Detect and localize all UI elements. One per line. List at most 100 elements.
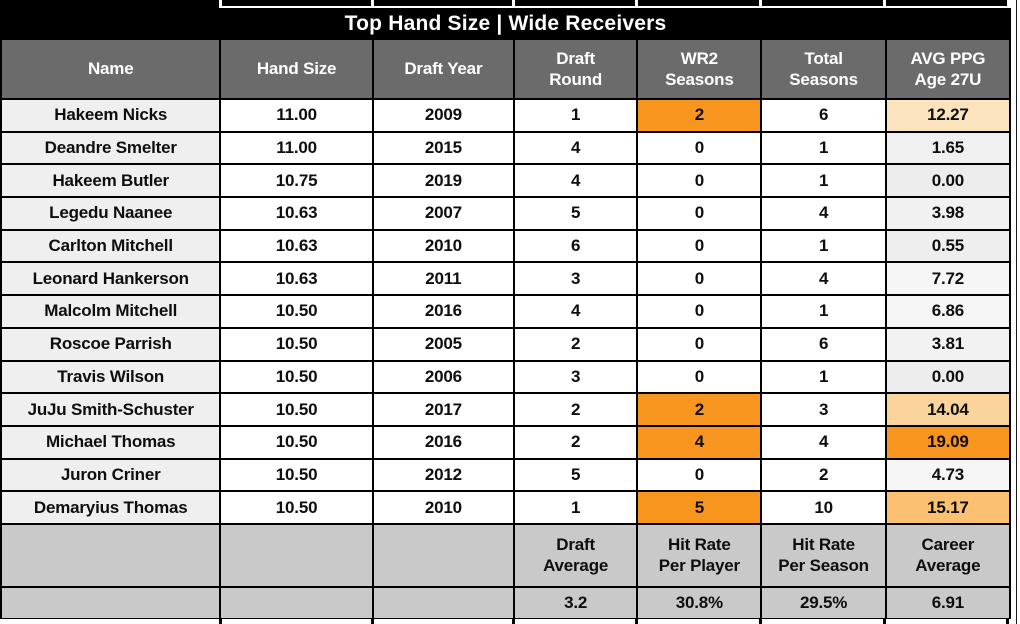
avg-ppg-cell: 0.00: [884, 163, 1012, 199]
column-header-hand-size: Hand Size: [219, 38, 374, 100]
wr2-seasons-cell: 0: [636, 326, 763, 362]
summary-rows: Draft Average Hit Rate Per Player Hit Rate…: [0, 522, 1012, 620]
draft-year-cell: 2007: [371, 196, 515, 231]
total-seasons-cell: 6: [760, 326, 887, 362]
footer-labels-row: Draft Average Hit Rate Per Player Hit Rate…: [0, 522, 1012, 588]
name-cell: Leonard Hankerson: [0, 261, 222, 297]
empty-summary-cell: [219, 585, 374, 620]
name-cell: Legedu Naanee: [0, 196, 222, 231]
hand-size-cell: 10.63: [219, 228, 374, 264]
name-cell: Deandre Smelter: [0, 130, 222, 166]
empty-summary-cell: [219, 522, 374, 588]
total-seasons-cell: 3: [760, 392, 887, 427]
total-seasons-cell: 4: [760, 196, 887, 231]
table-row: Leonard Hankerson 10.63 2011 3 0 4 7.72: [0, 261, 1012, 297]
column-header-avg-ppg: AVG PPG Age 27U: [884, 38, 1012, 100]
draft-round-cell: 3: [512, 261, 639, 297]
summary-value-cell: 6.91: [884, 585, 1012, 620]
player-rows: Hakeem Nicks 11.00 2009 1 2 6 12.27 Deandre Sme…: [0, 98, 1012, 525]
summary-value-cell: 29.5%: [760, 585, 887, 620]
draft-round-cell: 2: [512, 392, 639, 427]
table-row: Hakeem Butler 10.75 2019 4 0 1 0.00: [0, 163, 1012, 199]
wr2-seasons-cell: 0: [636, 196, 763, 231]
name-cell: Demaryius Thomas: [0, 490, 222, 525]
table-row: Deandre Smelter 11.00 2015 4 0 1 1.65: [0, 130, 1012, 166]
wr2-seasons-cell: 5: [636, 490, 763, 525]
hand-size-cell: 10.50: [219, 424, 374, 460]
table-row: Travis Wilson 10.50 2006 3 0 1 0.00: [0, 359, 1012, 395]
draft-year-cell: 2009: [371, 98, 515, 133]
name-cell: Carlton Mitchell: [0, 228, 222, 264]
total-seasons-cell: 1: [760, 294, 887, 329]
draft-round-cell: 6: [512, 228, 639, 264]
table-row: Carlton Mitchell 10.63 2010 6 0 1 0.55: [0, 228, 1012, 264]
draft-year-cell: 2005: [371, 326, 515, 362]
column-header-row: Name Hand Size Draft Year Draft Round WR2 Se…: [0, 38, 1012, 100]
avg-ppg-cell: 12.27: [884, 98, 1012, 133]
table-row: Hakeem Nicks 11.00 2009 1 2 6 12.27: [0, 98, 1012, 133]
hand-size-table: Top Hand Size | Wide Receivers Name Hand …: [0, 8, 1012, 620]
draft-year-cell: 2016: [371, 424, 515, 460]
draft-round-cell: 4: [512, 294, 639, 329]
table-bottom-edge-sliver: [0, 619, 1011, 624]
draft-year-cell: 2011: [371, 261, 515, 297]
footer-values-row: 3.2 30.8% 29.5% 6.91: [0, 585, 1012, 620]
name-cell: Juron Criner: [0, 457, 222, 493]
avg-ppg-cell: 4.73: [884, 457, 1012, 493]
right-gridline: [1016, 0, 1017, 624]
hand-size-cell: 10.50: [219, 490, 374, 525]
summary-label-cell: Draft Average: [512, 522, 639, 588]
total-seasons-cell: 1: [760, 359, 887, 395]
draft-round-cell: 2: [512, 424, 639, 460]
hand-size-cell: 10.63: [219, 261, 374, 297]
draft-round-cell: 5: [512, 457, 639, 493]
avg-ppg-cell: 6.86: [884, 294, 1012, 329]
name-cell: Hakeem Butler: [0, 163, 222, 199]
draft-year-cell: 2015: [371, 130, 515, 166]
table-row: Malcolm Mitchell 10.50 2016 4 0 1 6.86: [0, 294, 1012, 329]
draft-year-cell: 2006: [371, 359, 515, 395]
wr2-seasons-cell: 0: [636, 130, 763, 166]
draft-round-cell: 1: [512, 490, 639, 525]
draft-round-cell: 1: [512, 98, 639, 133]
right-gutter: [1011, 0, 1020, 624]
summary-label-cell: Career Average: [884, 522, 1012, 588]
avg-ppg-cell: 14.04: [884, 392, 1012, 427]
name-cell: Travis Wilson: [0, 359, 222, 395]
hand-size-cell: 11.00: [219, 130, 374, 166]
draft-year-cell: 2019: [371, 163, 515, 199]
total-seasons-cell: 4: [760, 424, 887, 460]
empty-summary-cell: [0, 585, 222, 620]
name-cell: JuJu Smith-Schuster: [0, 392, 222, 427]
avg-ppg-cell: 0.00: [884, 359, 1012, 395]
draft-round-cell: 2: [512, 326, 639, 362]
wr2-seasons-cell: 0: [636, 261, 763, 297]
name-cell: Malcolm Mitchell: [0, 294, 222, 329]
hand-size-cell: 11.00: [219, 98, 374, 133]
summary-label-cell: Hit Rate Per Season: [760, 522, 887, 588]
summary-value-cell: 3.2: [512, 585, 639, 620]
wr2-seasons-cell: 4: [636, 424, 763, 460]
table-row: Legedu Naanee 10.63 2007 5 0 4 3.98: [0, 196, 1012, 231]
avg-ppg-cell: 19.09: [884, 424, 1012, 460]
table-row: Roscoe Parrish 10.50 2005 2 0 6 3.81: [0, 326, 1012, 362]
draft-year-cell: 2010: [371, 490, 515, 525]
column-header-wr2-seasons: WR2 Seasons: [636, 38, 763, 100]
empty-summary-cell: [371, 585, 515, 620]
draft-round-cell: 5: [512, 196, 639, 231]
draft-year-cell: 2010: [371, 228, 515, 264]
summary-label-cell: Hit Rate Per Player: [636, 522, 763, 588]
table-row: Michael Thomas 10.50 2016 2 4 4 19.09: [0, 424, 1012, 460]
wr2-seasons-cell: 0: [636, 457, 763, 493]
column-header-name: Name: [0, 38, 222, 100]
summary-value-cell: 30.8%: [636, 585, 763, 620]
table-top-edge-sliver: [0, 0, 1007, 8]
total-seasons-cell: 6: [760, 98, 887, 133]
draft-round-cell: 3: [512, 359, 639, 395]
total-seasons-cell: 4: [760, 261, 887, 297]
name-cell: Roscoe Parrish: [0, 326, 222, 362]
wr2-seasons-cell: 2: [636, 392, 763, 427]
name-cell: Hakeem Nicks: [0, 98, 222, 133]
hand-size-cell: 10.50: [219, 326, 374, 362]
total-seasons-cell: 1: [760, 130, 887, 166]
